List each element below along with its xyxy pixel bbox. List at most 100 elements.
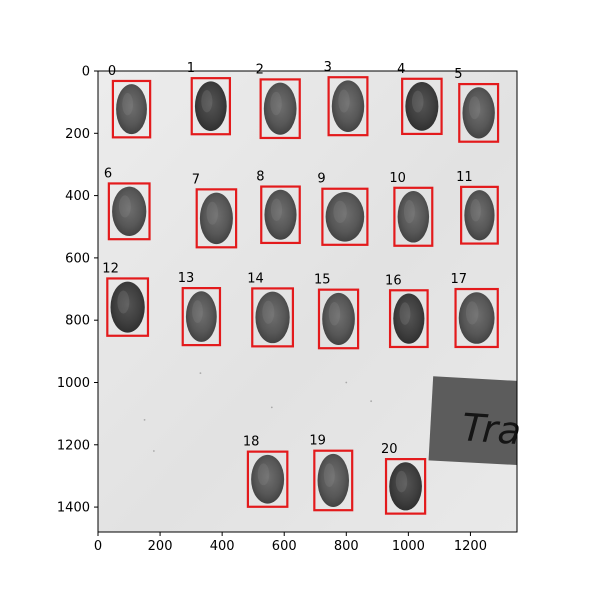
axes: 0 200 400 600 800 1000 1200 0 200 400 600 800 1000 12…: [57, 65, 518, 554]
bounding-box-1: [190, 77, 232, 136]
photo-background: [98, 71, 517, 532]
bounding-box-19: [313, 449, 354, 512]
box-label-6: 6: [104, 166, 112, 181]
seed-highlight: [270, 198, 283, 221]
background-speck: [143, 418, 146, 421]
bounding-box-2: [259, 78, 301, 140]
bounding-box-15: [317, 288, 360, 350]
box-label-16: 16: [385, 273, 402, 288]
background-speck: [370, 400, 373, 403]
box-label-12: 12: [102, 261, 119, 276]
bounding-box-14: [251, 287, 295, 348]
y-tick-label: 1000: [57, 376, 90, 391]
bounding-box-16: [388, 289, 429, 349]
box-label-4: 4: [397, 62, 405, 77]
seed-image: [389, 462, 422, 511]
box-label-3: 3: [324, 60, 332, 75]
bounding-box-20: [384, 458, 427, 515]
seed-highlight: [118, 195, 131, 218]
box-label-11: 11: [456, 170, 473, 185]
y-tick-label: 1400: [57, 501, 90, 516]
seed-image: [110, 281, 145, 333]
box-label-19: 19: [309, 434, 326, 449]
seed-highlight: [468, 96, 481, 120]
x-tick-label: 400: [210, 539, 235, 554]
y-tick-label: 800: [65, 314, 90, 329]
seed-image: [199, 192, 233, 245]
seed-highlight: [323, 463, 335, 488]
box-label-1: 1: [187, 61, 195, 76]
background-speck: [270, 406, 273, 409]
bounding-box-12: [106, 277, 150, 337]
seed-image: [464, 190, 495, 241]
bounding-box-7: [195, 188, 238, 249]
seed-highlight: [206, 201, 219, 225]
y-tick-label: 600: [65, 251, 90, 266]
bounding-box-18: [246, 450, 289, 508]
seed-image: [405, 81, 439, 131]
y-tick-label: 200: [65, 127, 90, 142]
seed-highlight: [465, 301, 479, 325]
seed-highlight: [117, 290, 130, 314]
box-label-7: 7: [192, 172, 200, 187]
seed-highlight: [399, 302, 411, 325]
seed-image: [322, 292, 355, 346]
bounding-box-0: [111, 79, 152, 139]
box-label-5: 5: [454, 67, 462, 82]
box-label-17: 17: [451, 272, 468, 287]
box-label-15: 15: [314, 273, 331, 288]
background-speck: [345, 381, 348, 384]
box-label-2: 2: [256, 62, 264, 77]
bounding-box-3: [327, 76, 369, 137]
photo-image: Tra: [98, 71, 523, 532]
x-tick-label: 0: [94, 539, 102, 554]
y-tick-label: 400: [65, 189, 90, 204]
bounding-box-17: [454, 287, 499, 349]
box-label-14: 14: [247, 271, 264, 286]
seed-highlight: [192, 300, 203, 323]
bounding-box-13: [181, 287, 222, 347]
seed-image: [112, 186, 147, 237]
seed-image: [458, 292, 495, 344]
box-label-13: 13: [178, 271, 195, 286]
seed-highlight: [395, 470, 408, 493]
seed-highlight: [333, 200, 347, 223]
box-label-9: 9: [317, 172, 325, 187]
seed-image: [255, 291, 290, 344]
photo-label-card: [428, 376, 517, 466]
x-tick-label: 600: [272, 539, 297, 554]
seed-image: [331, 80, 365, 132]
box-label-20: 20: [381, 442, 398, 457]
seed-highlight: [338, 89, 350, 113]
bounding-box-11: [460, 185, 499, 245]
background-speck: [199, 372, 202, 375]
box-label-10: 10: [389, 171, 406, 186]
bounding-box-10: [393, 186, 434, 247]
plot-frame: [97, 70, 518, 533]
seed-highlight: [257, 463, 270, 486]
seed-highlight: [262, 300, 275, 324]
bounding-box-8: [260, 185, 301, 245]
seed-image: [251, 454, 285, 504]
photo-handwriting: Tra: [461, 405, 523, 453]
bounding-box-6: [107, 182, 151, 241]
seed-image: [194, 81, 227, 132]
seed-image: [116, 84, 147, 135]
box-label-8: 8: [256, 170, 264, 185]
x-tick-label: 200: [148, 539, 173, 554]
x-tick-label: 800: [334, 539, 359, 554]
y-tick-label: 1200: [57, 438, 90, 453]
seed-highlight: [328, 301, 341, 326]
y-tick-label: 0: [82, 65, 90, 80]
bounding-box-9: [321, 187, 369, 246]
seed-image: [325, 191, 365, 242]
seed-image: [397, 191, 430, 243]
seed-image: [264, 189, 297, 240]
box-label-18: 18: [243, 435, 260, 450]
seed-highlight: [403, 200, 415, 224]
seed-highlight: [201, 90, 213, 113]
bounding-box-4: [401, 77, 443, 136]
seed-highlight: [270, 91, 282, 116]
x-tick-label: 1000: [392, 539, 425, 554]
